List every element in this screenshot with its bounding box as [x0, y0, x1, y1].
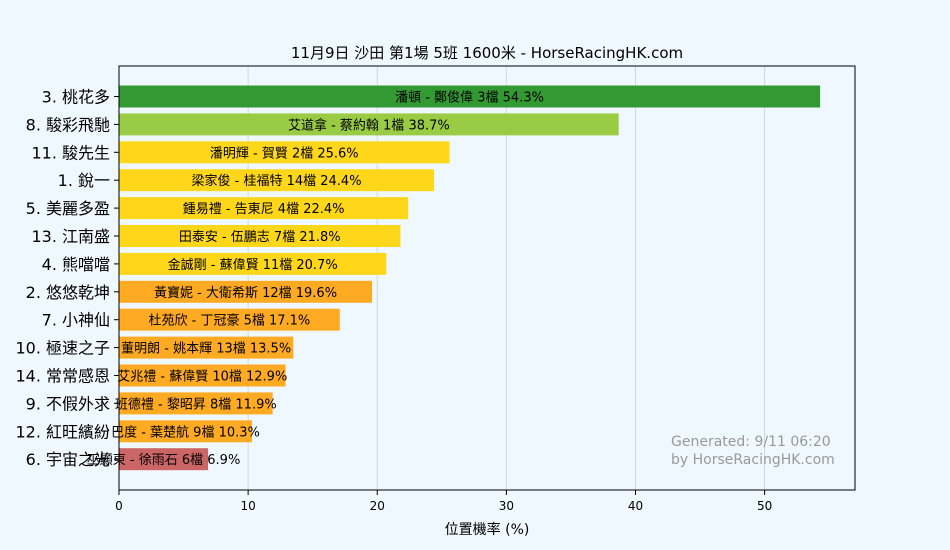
- category-label: 9. 不假外求: [26, 394, 110, 413]
- x-tick-label: 0: [115, 499, 123, 513]
- bar-label: 艾兆禮 - 蘇偉賢 10檔 12.9%: [117, 370, 287, 385]
- bar: [119, 113, 619, 136]
- category-label: 12. 紅旺繽紛: [15, 422, 110, 441]
- watermark-generated: Generated: 9/11 06:20: [671, 434, 831, 450]
- x-tick-label: 30: [499, 499, 514, 513]
- bar: [119, 197, 409, 220]
- watermark-site: by HorseRacingHK.com: [671, 452, 835, 468]
- bar-label: 艾道拿 - 蔡約翰 1檔 38.7%: [288, 117, 450, 133]
- chart-title: 11月9日 沙田 第1場 5班 1600米 - HorseRacingHK.co…: [291, 44, 683, 62]
- category-label: 5. 美麗多盈: [26, 199, 110, 218]
- category-label: 11. 駿先生: [31, 143, 110, 162]
- category-label: 6. 宇宙之光: [26, 450, 110, 469]
- bars: [119, 85, 821, 471]
- bar-label: 董明朗 - 姚本輝 13檔 13.5%: [121, 342, 291, 357]
- category-label: 1. 銳一: [58, 171, 110, 190]
- bar: [119, 85, 821, 108]
- x-tick-label: 10: [240, 499, 255, 513]
- category-label: 2. 悠悠乾坤: [26, 283, 110, 302]
- bar-label: 金誠剛 - 蘇偉賢 11檔 20.7%: [168, 257, 338, 273]
- bar-label: 田泰安 - 伍鵬志 7檔 21.8%: [179, 230, 341, 245]
- bar-label: 黃寶妮 - 大衛希斯 12檔 19.6%: [154, 285, 337, 301]
- bar: [119, 252, 387, 275]
- x-ticks: 0 10 20 30 40 50: [115, 490, 772, 513]
- bar: [119, 448, 209, 471]
- bar-labels: 潘頓 - 鄭俊偉 3檔 54.3% 艾道拿 - 蔡約翰 1檔 38.7% 潘明輝 -…: [87, 91, 544, 469]
- bar-label: 杜苑欣 - 丁冠豪 5檔 17.1%: [149, 313, 311, 329]
- category-label: 4. 熊噹噹: [42, 255, 110, 274]
- bar-label: 潘頓 - 鄭俊偉 3檔 54.3%: [395, 91, 544, 106]
- category-label: 14. 常常感恩: [15, 367, 110, 386]
- category-label: 10. 極速之子: [15, 339, 110, 358]
- category-label: 7. 小神仙: [42, 311, 110, 330]
- category-label: 8. 駿彩飛馳: [26, 115, 110, 134]
- x-tick-label: 50: [757, 499, 772, 513]
- bar: [119, 420, 252, 443]
- bar: [119, 308, 340, 331]
- bar-label: 巴度 - 葉楚航 9檔 10.3%: [111, 424, 260, 440]
- bar-label: 巫顯東 - 徐雨石 6檔 6.9%: [87, 452, 241, 468]
- bar: [119, 169, 435, 192]
- bar-label: 班德禮 - 黎昭昇 8檔 11.9%: [115, 397, 277, 412]
- plot-frame: [118, 65, 856, 491]
- bar: [119, 364, 286, 387]
- grid-lines: [247, 66, 766, 490]
- bar: [119, 280, 373, 303]
- bar: [119, 225, 401, 247]
- category-labels: 3. 桃花多 8. 駿彩飛馳 11. 駿先生 1. 銳一 5. 美麗多盈 13. 江南盛 4…: [15, 88, 119, 469]
- bar-label: 潘明輝 - 賀賢 2檔 25.6%: [210, 146, 359, 161]
- x-tick-label: 40: [628, 499, 643, 513]
- category-label: 3. 桃花多: [42, 88, 110, 107]
- bar-label: 鍾易禮 - 告東尼 4檔 22.4%: [183, 201, 345, 217]
- bar-label: 梁家俊 - 桂福特 14檔 24.4%: [191, 173, 361, 189]
- x-tick-label: 20: [370, 499, 385, 513]
- bar: [119, 141, 450, 164]
- category-label: 13. 江南盛: [31, 227, 110, 246]
- x-axis-title: 位置機率 (%): [445, 521, 530, 538]
- bar: [119, 392, 273, 415]
- bar: [119, 336, 294, 359]
